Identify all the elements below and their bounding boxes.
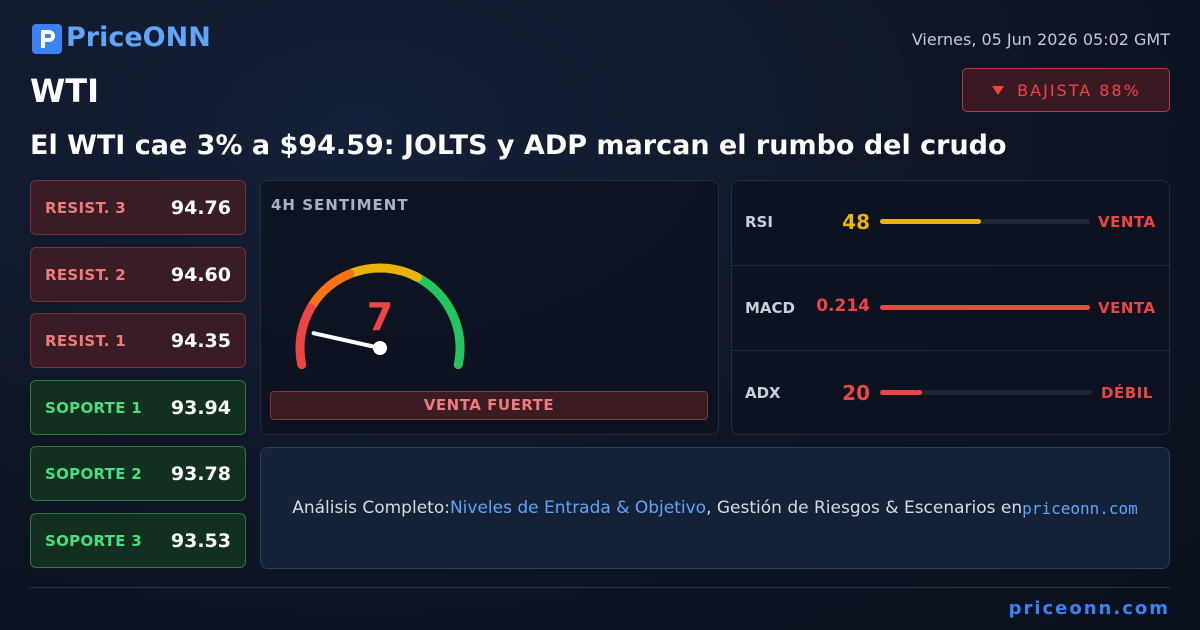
level-card: RESIST. 1 94.35 [30, 313, 246, 368]
level-value: 93.78 [170, 462, 231, 485]
indicator-name: ADX [745, 384, 781, 402]
indicator-value: 48 [842, 210, 870, 234]
badge-text: BAJISTA 88% [1017, 80, 1141, 100]
level-label: SOPORTE 2 [45, 464, 143, 483]
indicator-bar [880, 390, 923, 395]
logo: PriceONN [66, 22, 211, 53]
verdict: VENTA FUERTE [270, 391, 708, 420]
level-value: 94.76 [170, 196, 231, 219]
cta-prefix: Análisis Completo: [292, 498, 450, 518]
level-card: SOPORTE 2 93.78 [30, 446, 246, 501]
gauge-arc [295, 303, 316, 370]
date: Viernes, 05 Jun 2026 05:02 GMT [911, 30, 1170, 49]
level-value: 93.94 [170, 396, 231, 419]
level-card: RESIST. 2 94.60 [30, 247, 246, 302]
gauge-value: 7 [367, 295, 393, 339]
indicator-value: 0.214 [816, 296, 870, 316]
divider [732, 265, 1169, 266]
level-label: SOPORTE 1 [45, 398, 143, 417]
cta-site[interactable]: priceonn.com [1022, 498, 1138, 518]
divider [732, 350, 1169, 351]
footer-rule [30, 587, 1170, 588]
indicator-signal: DÉBIL [1101, 384, 1153, 402]
indicator-name: RSI [745, 213, 773, 231]
gauge-hub [373, 341, 387, 355]
level-card: SOPORTE 3 93.53 [30, 513, 246, 568]
level-value: 93.53 [170, 529, 231, 552]
indicator-track [880, 390, 1092, 395]
indicator-bar [880, 305, 1090, 310]
level-card: SOPORTE 1 93.94 [30, 380, 246, 435]
cta-panel[interactable]: Análisis Completo: Niveles de Entrada & … [260, 447, 1170, 569]
level-label: RESIST. 3 [45, 198, 126, 217]
logo-icon [32, 24, 62, 54]
gauge-arc [307, 269, 355, 311]
level-label: SOPORTE 3 [45, 531, 143, 550]
down-arrow [992, 86, 1005, 95]
sentiment-title: 4H SENTIMENT [271, 196, 409, 214]
indicator-track [880, 219, 1090, 224]
symbol: WTI [30, 72, 100, 110]
cta-link[interactable]: Niveles de Entrada & Objetivo [449, 498, 707, 518]
gauge-arc [348, 263, 423, 282]
level-label: RESIST. 2 [45, 265, 126, 284]
indicator-value: 20 [842, 381, 870, 405]
indicator-name: MACD [745, 299, 795, 317]
gauge: 7 [295, 263, 465, 370]
level-label: RESIST. 1 [45, 331, 126, 350]
gauge-needle [311, 331, 382, 350]
headline: El WTI cae 3% a $94.59: JOLTS y ADP marc… [30, 130, 1007, 161]
cta-middle: , Gestión de Riesgos & Escenarios en [706, 498, 1023, 518]
indicator-signal: VENTA [1098, 213, 1156, 231]
trend-badge: BAJISTA 88% [962, 68, 1170, 112]
footer-site[interactable]: priceonn.com [1008, 598, 1170, 619]
gauge-arc [415, 274, 465, 370]
level-value: 94.35 [170, 329, 231, 352]
level-card: RESIST. 3 94.76 [30, 180, 246, 235]
level-value: 94.60 [170, 263, 231, 286]
indicator-bar [880, 219, 981, 224]
indicator-signal: VENTA [1098, 299, 1156, 317]
